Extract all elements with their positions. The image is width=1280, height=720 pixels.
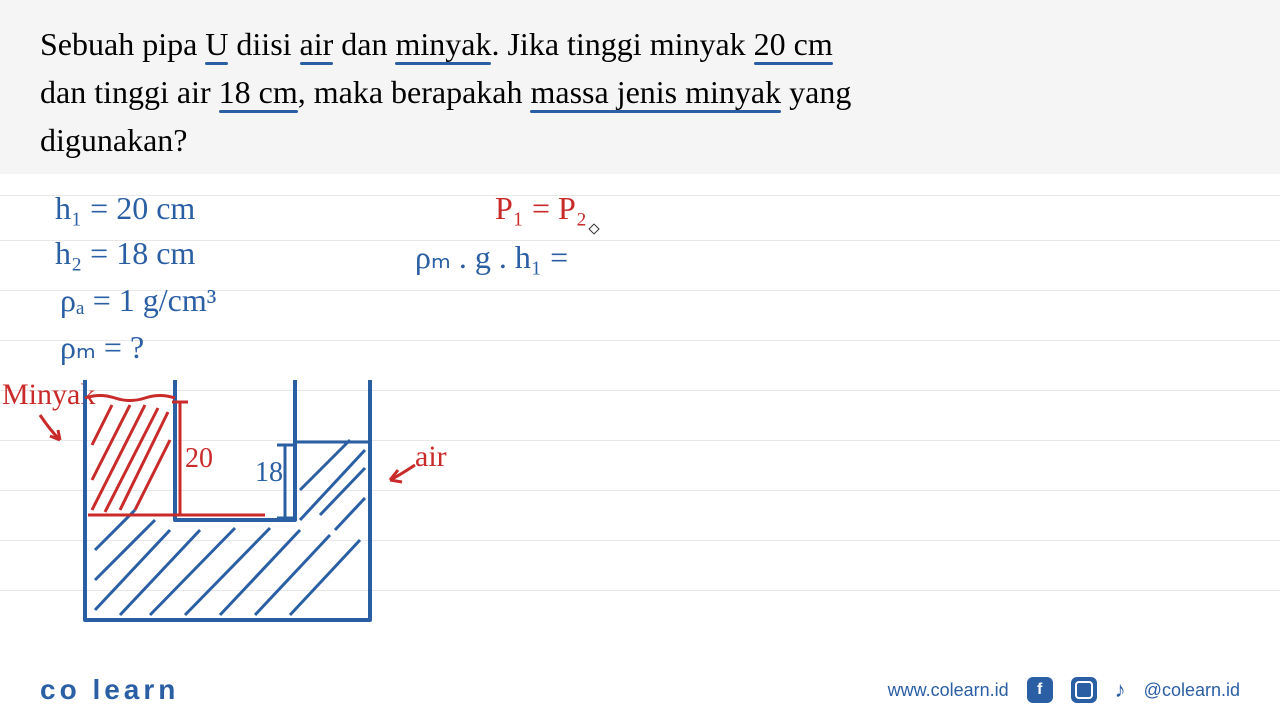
instagram-icon bbox=[1071, 677, 1097, 703]
cursor-icon bbox=[588, 223, 599, 234]
tiktok-icon: ♪ bbox=[1115, 677, 1126, 703]
brand-logo: co learn bbox=[40, 674, 179, 706]
eq-pressure: P₁ = P₂ bbox=[495, 190, 587, 227]
q-underline-massa: massa jenis minyak bbox=[530, 74, 781, 110]
footer-right: www.colearn.id f ♪ @colearn.id bbox=[888, 677, 1240, 703]
footer-bar: co learn www.colearn.id f ♪ @colearn.id bbox=[0, 660, 1280, 720]
footer-handle: @colearn.id bbox=[1144, 680, 1240, 701]
u-tube-diagram bbox=[0, 0, 500, 720]
q-text: . Jika tinggi minyak bbox=[491, 26, 753, 62]
facebook-icon: f bbox=[1027, 677, 1053, 703]
q-text: yang bbox=[781, 74, 851, 110]
footer-url: www.colearn.id bbox=[888, 680, 1009, 701]
q-underline-20cm: 20 cm bbox=[754, 26, 833, 62]
